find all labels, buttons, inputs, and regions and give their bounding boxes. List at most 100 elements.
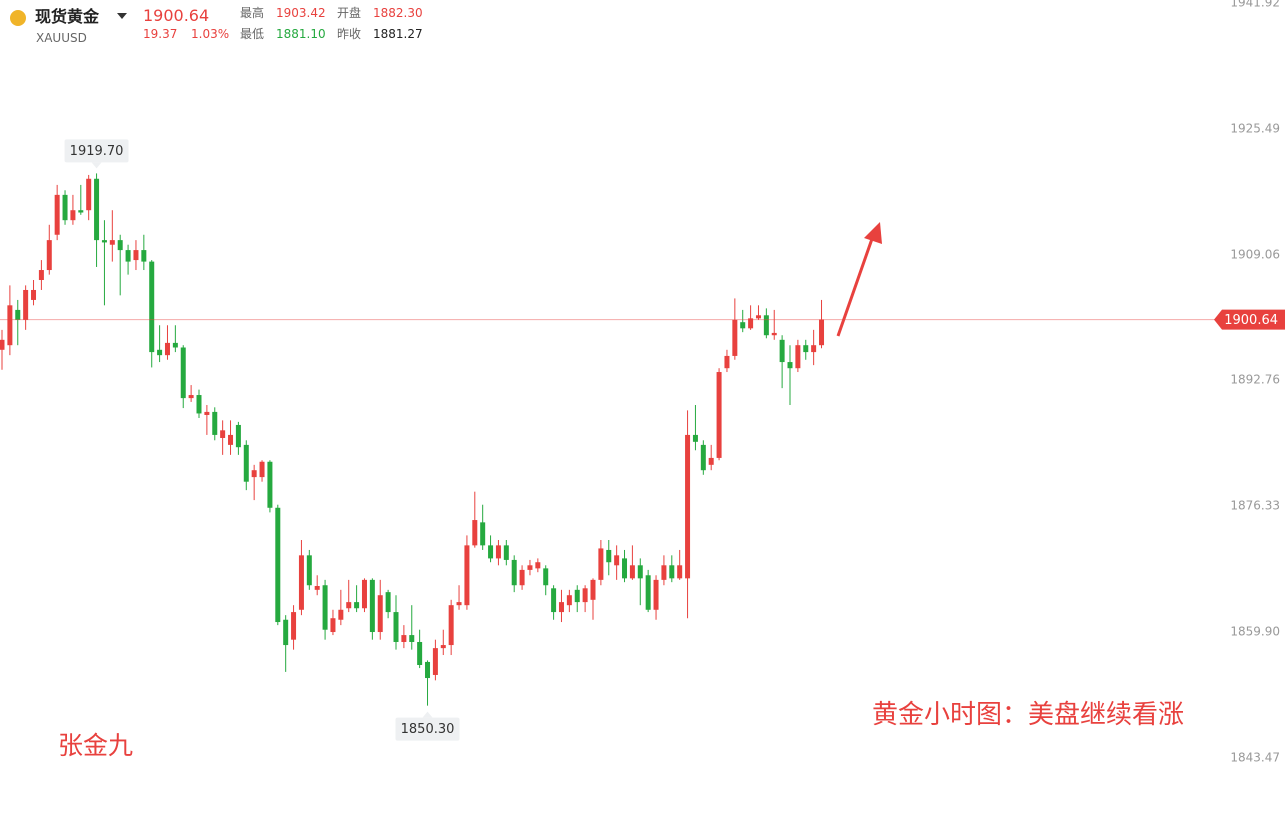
symbol-icon (10, 10, 26, 26)
candle-body (598, 548, 604, 580)
candle-body (708, 457, 714, 465)
stat-value: 1881.10 (276, 27, 326, 41)
candle-body (38, 270, 44, 281)
y-tick-label: 1941.92 (1230, 0, 1280, 9)
candle-body (566, 595, 572, 606)
candle-body (338, 609, 344, 620)
candle-body (314, 586, 320, 590)
candle-body (803, 345, 809, 353)
comment: 黄金小时图：美盘继续看涨 (872, 700, 1185, 730)
candle-body (401, 635, 407, 642)
y-tick-label: 1909.06 (1230, 248, 1280, 262)
symbol-code: XAUUSD (36, 31, 87, 45)
candle-body (354, 602, 360, 609)
symbol-name[interactable]: 现货黄金 (35, 7, 100, 26)
candle-body (519, 569, 525, 586)
candle-body (606, 549, 612, 563)
candle-body (582, 588, 588, 603)
y-tick-label: 1859.90 (1230, 625, 1280, 639)
candle-body (267, 461, 273, 508)
candle-body (685, 434, 691, 579)
candle-body (251, 470, 257, 478)
candle-body (669, 565, 675, 579)
candle-body (503, 545, 509, 560)
trend-arrow-shaft (836, 235, 875, 337)
candle-body (204, 411, 210, 415)
stat-label: 开盘 (337, 6, 362, 20)
candle-body (393, 612, 399, 642)
candle-body (661, 565, 667, 580)
candle-body (149, 261, 155, 353)
extreme-box (395, 717, 460, 741)
candle-body (653, 579, 659, 610)
candle-body (361, 579, 367, 609)
candle-body (440, 645, 446, 649)
candle-body (425, 661, 431, 679)
stat-label: 昨收 (337, 27, 362, 41)
candle-body (196, 395, 202, 414)
candle-body (298, 555, 304, 610)
extreme-label: 1850.30 (401, 722, 455, 737)
candle-body (7, 305, 13, 346)
candle-body (172, 342, 178, 348)
candle-body (212, 411, 218, 435)
candle-body (771, 332, 777, 336)
candle-body (417, 641, 423, 665)
extreme-pointer (422, 711, 433, 718)
candle-body (748, 318, 754, 329)
candle-body (629, 565, 635, 579)
author-note: 张金九 (58, 731, 134, 760)
candle-body (590, 579, 596, 600)
candle-body (535, 562, 541, 569)
candle-body (86, 178, 92, 211)
dropdown-caret[interactable] (117, 13, 127, 19)
candle-body (180, 347, 186, 399)
candle-body (795, 345, 801, 369)
candle-body (677, 565, 683, 579)
candle-body (614, 555, 620, 566)
candle-body (125, 250, 131, 262)
candle-body (732, 319, 738, 356)
trend-arrow-head (864, 222, 882, 244)
stat-value: 1881.27 (373, 27, 423, 41)
extreme-label: 1919.70 (70, 144, 124, 159)
candle-body (495, 545, 501, 559)
candle-body (480, 522, 486, 546)
candle-body (330, 618, 336, 633)
candle-body (188, 395, 194, 399)
candle-body (558, 602, 564, 613)
price: 1900.64 (143, 6, 210, 25)
change: 19.37 (143, 27, 178, 41)
candle-body (133, 250, 139, 261)
candle-body (377, 595, 383, 633)
last-price-label: 1900.64 (1224, 313, 1278, 328)
candle-body (724, 355, 730, 369)
candle-body (637, 565, 643, 579)
candle-body (291, 612, 297, 640)
stat-value: 1882.30 (373, 6, 423, 20)
y-tick-label: 1843.47 (1230, 751, 1280, 765)
stat-value: 1903.42 (276, 6, 326, 20)
candle-body (740, 322, 746, 329)
candle-body (46, 240, 52, 271)
candle-body (511, 559, 517, 586)
candle-body (235, 424, 241, 448)
candle-body (716, 372, 722, 458)
candle-body (141, 250, 147, 262)
change-pct: 1.03% (191, 27, 230, 41)
candle-body (275, 507, 281, 623)
y-tick-label: 1925.49 (1230, 121, 1280, 135)
stat-label: 最低 (240, 27, 265, 41)
candle-body (692, 434, 698, 442)
candle-body (527, 565, 533, 570)
candle-body (23, 289, 29, 320)
candle-body (283, 619, 289, 646)
candle-body (819, 319, 825, 346)
candle-body (164, 342, 170, 356)
candle-body (385, 592, 391, 613)
candle-body (228, 434, 234, 445)
candle-body (220, 430, 226, 438)
candle-body (464, 545, 470, 606)
